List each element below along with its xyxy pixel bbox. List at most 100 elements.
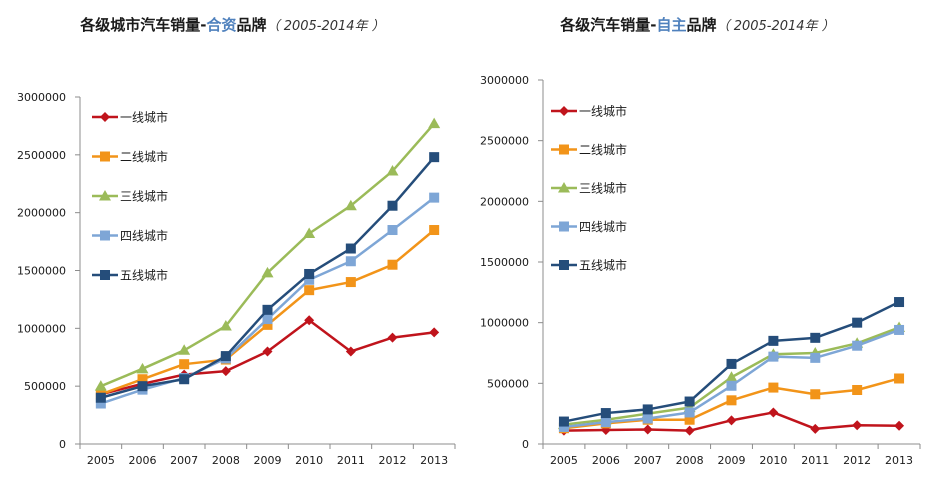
y-tick-label: 500000: [487, 377, 529, 390]
legend-swatch-marker: [558, 182, 570, 193]
chart-svg: 0 500000 1000000 1500000 2000000 2500000 30000…: [480, 74, 921, 467]
y-tick-label: 3000000: [480, 74, 529, 87]
y-tick: 2500000: [17, 149, 80, 162]
data-point: [684, 407, 695, 418]
x-tick-group: 2008: [212, 454, 240, 467]
data-point: [345, 277, 356, 288]
legend-item: 三线城市: [92, 189, 168, 204]
title-suffix: 品牌: [686, 16, 717, 34]
data-point: [262, 346, 273, 357]
y-tick-label: 3000000: [17, 91, 66, 104]
x-tick-label: 2008: [212, 454, 240, 467]
x-tick-label: 2006: [129, 454, 157, 467]
y-tick: 0: [522, 438, 543, 451]
data-point: [768, 335, 779, 346]
y-tick-label: 1500000: [17, 265, 66, 278]
y-tick: 1500000: [480, 256, 543, 269]
x-tick-label: 2012: [843, 454, 871, 467]
x-tick-label: 2005: [87, 454, 115, 467]
y-tick: 0: [59, 438, 80, 451]
y-tick-label: 500000: [24, 380, 66, 393]
y-tick-label: 2000000: [480, 195, 529, 208]
data-point: [386, 165, 399, 176]
x-tick-group: 2007: [634, 454, 662, 467]
x-tick-group: 2011: [337, 454, 365, 467]
chart-title: 各级城市汽车销量-合资品牌（ 2005-2014年 ）: [0, 14, 465, 35]
y-tick: 1000000: [480, 317, 543, 330]
x-tick-group: 2013: [885, 454, 913, 467]
legend-label: 二线城市: [120, 149, 168, 164]
data-point: [387, 200, 398, 211]
y-tick-label: 2500000: [480, 135, 529, 148]
y-tick: 2000000: [480, 195, 543, 208]
title-prefix: 各级汽车销量-: [560, 16, 657, 34]
y-tick: 500000: [24, 380, 80, 393]
data-point: [304, 315, 315, 326]
legend-swatch-marker: [99, 190, 111, 201]
x-tick-label: 2007: [170, 454, 198, 467]
data-point: [179, 359, 190, 370]
data-point: [852, 420, 863, 431]
x-tick-group: 2005: [550, 454, 578, 467]
x-tick-group: 2007: [170, 454, 198, 467]
data-point: [429, 225, 440, 236]
data-point: [137, 374, 148, 385]
data-point: [429, 192, 440, 203]
legend-item: 一线城市: [551, 104, 627, 119]
data-point: [810, 389, 821, 400]
y-tick-label: 2000000: [17, 207, 66, 220]
data-point: [304, 268, 315, 279]
x-tick-label: 2009: [718, 454, 746, 467]
x-tick-label: 2006: [592, 454, 620, 467]
legend-swatch-marker: [100, 270, 110, 280]
data-point: [136, 362, 149, 374]
x-tick-label: 2011: [337, 454, 365, 467]
y-tick: 2000000: [17, 207, 80, 220]
legend-swatch-marker: [559, 106, 569, 116]
x-tick-label: 2007: [634, 454, 662, 467]
x-tick-label: 2013: [885, 454, 913, 467]
title-years: （ 2005-2014年 ）: [266, 19, 385, 34]
y-tick-label: 2500000: [17, 149, 66, 162]
data-point: [137, 381, 148, 392]
data-point: [95, 392, 106, 403]
data-point: [262, 319, 273, 330]
legend-swatch-marker: [100, 112, 110, 122]
x-tick-label: 2010: [759, 454, 787, 467]
legend-label: 四线城市: [579, 219, 627, 234]
data-point: [894, 373, 905, 384]
legend-swatch-marker: [559, 144, 569, 155]
x-tick-label: 2012: [379, 454, 407, 467]
data-point: [684, 414, 695, 425]
x-tick-group: 2008: [676, 454, 704, 467]
legend-item: 三线城市: [551, 181, 627, 196]
data-point: [304, 274, 315, 285]
chart-joint-venture: 各级城市汽车销量-合资品牌（ 2005-2014年 ） 0 500000 10000…: [0, 14, 465, 467]
title-highlight: 自主: [656, 16, 687, 34]
legend-item: 五线城市: [551, 258, 627, 273]
title-years: （ 2005-2014年 ）: [716, 19, 835, 34]
x-tick-group: 2011: [801, 454, 829, 467]
y-tick-label: 1000000: [17, 322, 66, 335]
legend-item: 四线城市: [551, 219, 627, 234]
data-point: [600, 408, 611, 419]
data-point: [726, 415, 737, 426]
data-point: [262, 304, 273, 315]
series-5: [95, 152, 440, 403]
x-tick-label: 2011: [801, 454, 829, 467]
data-point: [726, 380, 737, 391]
legend-label: 五线城市: [120, 268, 168, 283]
title-suffix: 品牌: [236, 16, 267, 34]
data-point: [894, 324, 905, 335]
data-point: [768, 351, 779, 362]
data-point: [642, 424, 653, 435]
legend-swatch-marker: [100, 151, 110, 162]
series-3: [94, 117, 441, 391]
x-tick-group: 2006: [592, 454, 620, 467]
legend-label: 四线城市: [120, 228, 168, 243]
x-tick-group: 2010: [759, 454, 787, 467]
data-point: [387, 259, 398, 270]
data-point: [810, 352, 821, 363]
x-tick-label: 2009: [254, 454, 282, 467]
chart-title: 各级汽车销量-自主品牌（ 2005-2014年 ）: [465, 14, 930, 35]
